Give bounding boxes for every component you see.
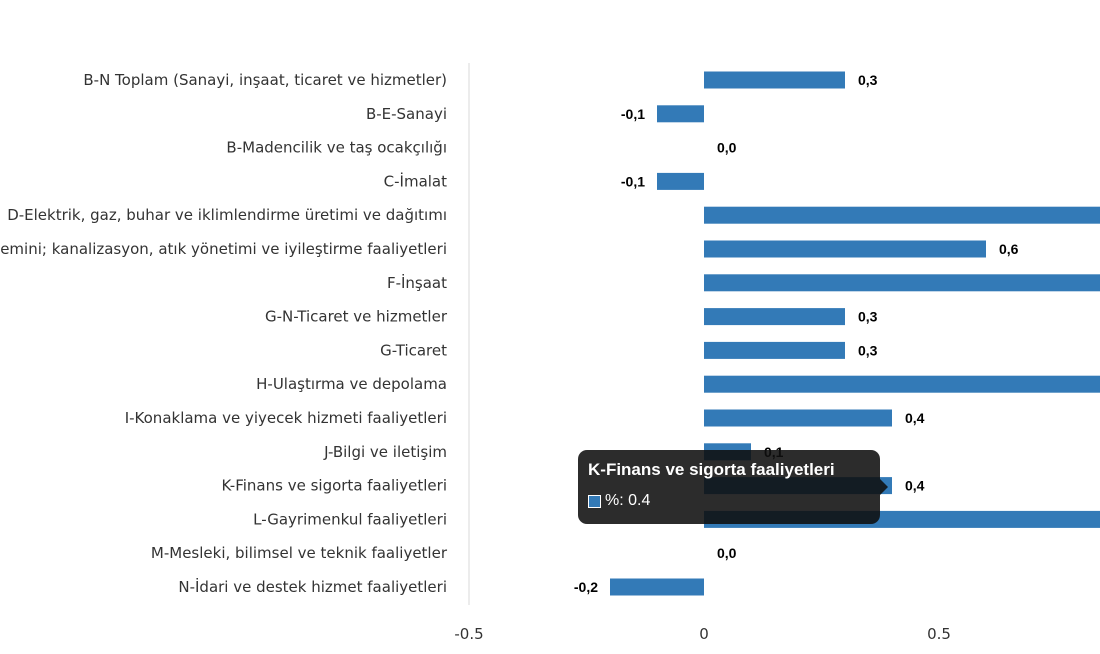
data-label: 0,4 <box>905 410 925 426</box>
category-label: H-Ulaştırma ve depolama <box>256 375 447 393</box>
bar[interactable] <box>657 172 704 190</box>
category-label: M-Mesleki, bilimsel ve teknik faaliyetle… <box>151 544 448 562</box>
bar[interactable] <box>704 274 1100 292</box>
bar[interactable] <box>704 71 845 89</box>
category-label: F-İnşaat <box>387 273 447 292</box>
tooltip: K-Finans ve sigorta faaliyetleri %: 0.4 <box>578 450 888 524</box>
category-label: G-Ticaret <box>380 341 447 359</box>
bar[interactable] <box>610 578 704 596</box>
data-label: 0,6 <box>999 241 1019 257</box>
x-tick-label: 0 <box>699 625 709 643</box>
category-labels-group: B-N Toplam (Sanayi, inşaat, ticaret ve h… <box>0 71 448 596</box>
category-label: I-Konaklama ve yiyecek hizmeti faaliyetl… <box>125 409 447 427</box>
category-label: C-İmalat <box>384 171 447 190</box>
tooltip-value: %: 0.4 <box>605 492 651 509</box>
category-label: K-Finans ve sigorta faaliyetleri <box>222 477 447 495</box>
category-label: B-Madencilik ve taş ocakçılığı <box>226 139 447 157</box>
bar[interactable] <box>704 206 1100 224</box>
data-label: 0,3 <box>858 342 878 358</box>
data-label: -0,1 <box>621 173 645 189</box>
bar[interactable] <box>704 308 845 326</box>
tooltip-caret <box>880 479 888 495</box>
data-label: -0,2 <box>574 579 598 595</box>
category-label: B-E-Sanayi <box>366 105 447 123</box>
category-label: N-İdari ve destek hizmet faaliyetleri <box>178 577 447 596</box>
data-label: 0,4 <box>905 478 925 494</box>
category-label: D-Elektrik, gaz, buhar ve iklimlendirme … <box>7 206 447 224</box>
category-label: J-Bilgi ve iletişim <box>323 443 447 461</box>
category-label: L-Gayrimenkul faaliyetleri <box>253 510 447 528</box>
category-label: B-N Toplam (Sanayi, inşaat, ticaret ve h… <box>83 71 447 89</box>
bar[interactable] <box>704 409 892 427</box>
data-label: 0,3 <box>858 72 878 88</box>
x-tick-label: 0.5 <box>927 625 951 643</box>
bar[interactable] <box>704 240 986 258</box>
tooltip-series-swatch <box>588 494 601 508</box>
bars-group <box>610 71 1100 596</box>
bar[interactable] <box>704 375 1100 393</box>
category-label: E-Su temini; kanalizasyon, atık yönetimi… <box>0 240 447 258</box>
bar[interactable] <box>657 105 704 123</box>
x-tick-label: -0.5 <box>454 625 483 643</box>
data-label: -0,1 <box>621 106 645 122</box>
data-label: 0,3 <box>858 309 878 325</box>
data-label: 0,0 <box>717 545 737 561</box>
tooltip-row: %: 0.4 <box>588 492 870 510</box>
tooltip-title: K-Finans ve sigorta faaliyetleri <box>588 460 835 479</box>
bar[interactable] <box>704 341 845 359</box>
data-label: 0,0 <box>717 140 737 156</box>
x-tick-labels-group: -0.5 0 0.5 <box>454 625 951 643</box>
category-label: G-N-Ticaret ve hizmetler <box>265 308 448 326</box>
